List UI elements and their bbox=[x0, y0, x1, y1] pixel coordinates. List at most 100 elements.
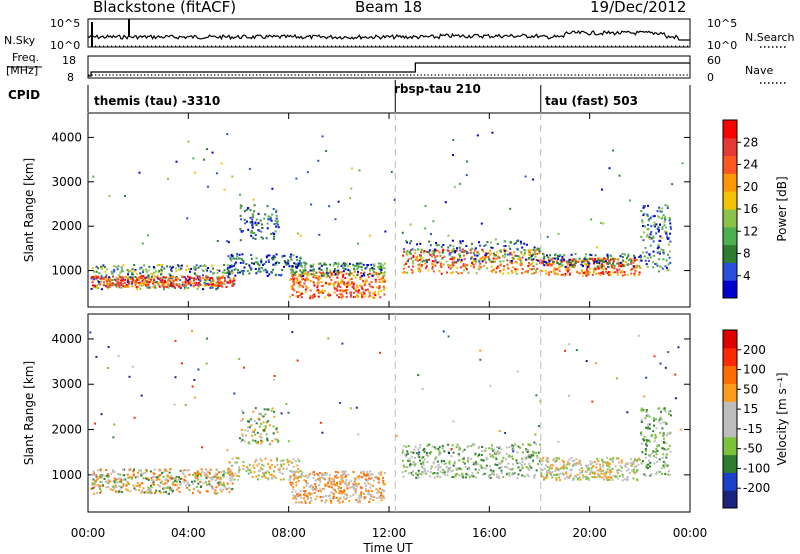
scatter-point bbox=[478, 265, 481, 268]
scatter-point bbox=[660, 248, 663, 251]
scatter-point bbox=[616, 271, 619, 274]
scatter-point bbox=[565, 472, 568, 475]
panel-1-colorbar-seg-8 bbox=[723, 137, 737, 157]
scatter-point bbox=[227, 241, 230, 244]
scatter-point bbox=[300, 263, 302, 266]
scatter-point bbox=[432, 270, 435, 273]
scatter-point bbox=[429, 253, 432, 256]
scatter-point bbox=[370, 263, 373, 266]
scatter-point bbox=[99, 277, 102, 280]
scatter-point bbox=[368, 283, 371, 286]
scatter-point bbox=[547, 256, 550, 259]
scatter-point bbox=[489, 477, 492, 479]
scatter-point bbox=[350, 187, 353, 190]
scatter-point bbox=[415, 476, 418, 479]
scatter-point bbox=[360, 266, 363, 269]
scatter-point bbox=[94, 480, 97, 483]
scatter-point bbox=[196, 490, 199, 493]
scatter-point bbox=[524, 175, 527, 178]
scatter-point bbox=[260, 422, 263, 425]
scatter-point bbox=[529, 249, 532, 252]
scatter-point bbox=[450, 448, 453, 450]
scatter-point bbox=[356, 242, 359, 245]
scatter-point bbox=[474, 247, 477, 250]
scatter-point bbox=[292, 280, 295, 283]
scatter-point bbox=[219, 283, 222, 286]
scatter-point bbox=[417, 476, 420, 479]
beam-title: Beam 18 bbox=[355, 0, 423, 16]
scatter-point bbox=[381, 476, 384, 479]
scatter-point bbox=[170, 488, 173, 491]
scatter-point bbox=[274, 465, 276, 468]
scatter-point bbox=[245, 434, 248, 437]
scatter-point bbox=[143, 491, 146, 494]
scatter-point bbox=[248, 463, 251, 466]
scatter-point bbox=[250, 268, 253, 271]
scatter-point bbox=[645, 426, 648, 429]
scatter-point bbox=[381, 272, 384, 274]
scatter-point bbox=[214, 475, 217, 478]
scatter-point bbox=[573, 263, 576, 266]
scatter-point bbox=[624, 261, 627, 264]
scatter-point bbox=[509, 455, 512, 458]
scatter-point bbox=[362, 281, 365, 284]
scatter-point bbox=[519, 469, 522, 472]
scatter-point bbox=[295, 291, 298, 294]
scatter-point bbox=[383, 497, 386, 500]
scatter-point bbox=[578, 459, 581, 462]
panel-1-ytick-label-2000: 2000 bbox=[51, 219, 82, 233]
scatter-point bbox=[458, 474, 461, 477]
scatter-point bbox=[355, 489, 357, 492]
scatter-point bbox=[305, 482, 308, 485]
scatter-point bbox=[502, 268, 505, 271]
scatter-point bbox=[598, 257, 601, 260]
scatter-point bbox=[593, 471, 596, 474]
scatter-point bbox=[196, 275, 199, 278]
scatter-point bbox=[648, 440, 651, 443]
scatter-point bbox=[260, 441, 263, 443]
scatter-point bbox=[145, 470, 148, 473]
scatter-point bbox=[194, 472, 197, 475]
scatter-point bbox=[295, 277, 298, 280]
scatter-point bbox=[345, 478, 348, 481]
scatter-point bbox=[412, 463, 415, 466]
scatter-point bbox=[403, 248, 406, 251]
scatter-point bbox=[371, 473, 374, 476]
scatter-point bbox=[273, 470, 275, 473]
scatter-point bbox=[226, 268, 229, 271]
scatter-point bbox=[661, 207, 664, 210]
scatter-point bbox=[180, 267, 183, 270]
scatter-point bbox=[479, 266, 482, 269]
scatter-point bbox=[217, 282, 220, 285]
scatter-point bbox=[543, 467, 546, 470]
scatter-point bbox=[223, 277, 226, 280]
scatter-point bbox=[125, 276, 128, 279]
scatter-point bbox=[130, 281, 133, 283]
scatter-point bbox=[502, 272, 505, 275]
scatter-point bbox=[341, 492, 343, 495]
scatter-point bbox=[259, 457, 262, 460]
scatter-point bbox=[162, 491, 165, 494]
scatter-point bbox=[212, 283, 215, 285]
scatter-point bbox=[564, 477, 566, 480]
scatter-point bbox=[158, 285, 161, 288]
scatter-point bbox=[442, 248, 445, 251]
scatter-point bbox=[254, 238, 257, 240]
scatter-point bbox=[248, 420, 250, 423]
scatter-point bbox=[356, 294, 359, 297]
scatter-point bbox=[338, 492, 340, 494]
scatter-point bbox=[517, 445, 520, 448]
scatter-point bbox=[231, 478, 233, 481]
scatter-point bbox=[482, 459, 485, 462]
scatter-point bbox=[632, 265, 635, 268]
scatter-point bbox=[416, 256, 419, 259]
scatter-point bbox=[557, 473, 560, 476]
scatter-point bbox=[508, 472, 511, 475]
scatter-point bbox=[495, 458, 498, 461]
scatter-point bbox=[305, 278, 308, 281]
scatter-point bbox=[133, 416, 136, 419]
scatter-point bbox=[170, 267, 173, 270]
scatter-point bbox=[416, 255, 419, 258]
scatter-point bbox=[321, 273, 324, 276]
scatter-point bbox=[292, 287, 295, 290]
